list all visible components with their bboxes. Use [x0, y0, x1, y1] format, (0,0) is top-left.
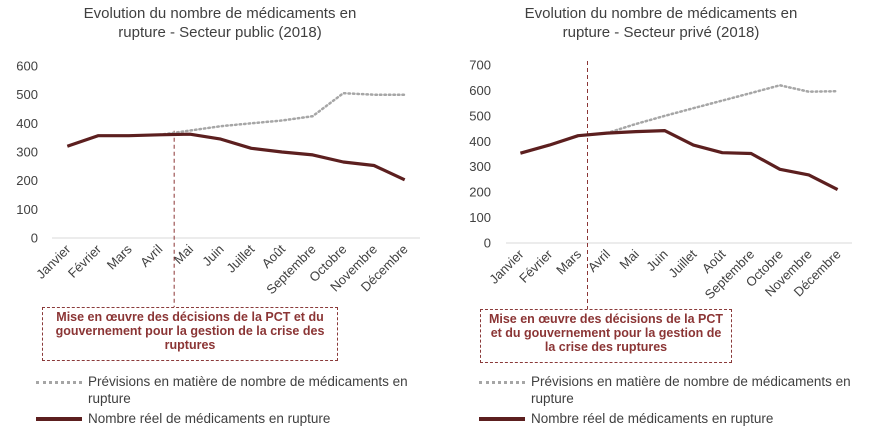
chart-title: Evolution du nombre de médicaments en ru…	[20, 4, 420, 42]
legend-label: Nombre réel de médicaments en rupture	[531, 411, 774, 426]
legend-label: Prévisions en matière de nombre de médic…	[88, 374, 408, 389]
legend-item-actual: Nombre réel de médicaments en rupture	[479, 410, 879, 427]
chart-title: Evolution du nombre de médicaments en ru…	[461, 4, 861, 42]
annotation-line: ruptures	[164, 338, 216, 352]
y-tick-label: 600	[469, 83, 491, 98]
chart-title-line: rupture - Secteur public (2018)	[118, 24, 322, 41]
x-tick-label: Juillet	[665, 246, 699, 280]
y-tick-label: 600	[16, 59, 38, 74]
annotation-line: Mise en œuvre des décisions de la PCT	[488, 312, 724, 326]
chart-title-line: Evolution du nombre de médicaments en	[83, 5, 357, 22]
y-tick-label: 300	[16, 145, 38, 160]
y-tick-label: 200	[16, 173, 38, 188]
y-tick-label: 100	[469, 210, 491, 225]
annotation-box: Mise en œuvre des décisions de la PCT et…	[480, 309, 732, 363]
line-chart-private: 0100200300400500600700JanvierFévrierMars…	[469, 58, 852, 309]
legend-swatch-dotted	[36, 381, 82, 384]
legend-item-actual: Nombre réel de médicaments en rupture	[36, 410, 436, 427]
annotation-line: gouvernement pour la gestion de la crise…	[55, 324, 325, 338]
legend-swatch-solid	[479, 417, 525, 421]
legend-label: Prévisions en matière de nombre de médic…	[531, 374, 851, 389]
y-tick-label: 500	[469, 108, 491, 123]
y-tick-label: 0	[31, 231, 38, 246]
series-line-forecast	[605, 84, 839, 135]
x-tick-label: Mars	[104, 241, 135, 272]
series-line-actual	[66, 132, 406, 182]
series-line-actual	[519, 129, 839, 192]
y-tick-label: 100	[16, 202, 38, 217]
x-tick-label: Janvier	[33, 241, 74, 282]
x-tick-label: Avril	[585, 246, 613, 274]
legend-label: rupture	[531, 391, 574, 406]
x-tick-label: Mai	[616, 246, 641, 271]
legend-label: rupture	[88, 391, 131, 406]
y-tick-label: 700	[469, 58, 491, 73]
annotation-box: Mise en œuvre des décisions de la PCT et…	[42, 307, 338, 361]
x-tick-label: Février	[516, 246, 556, 286]
x-tick-label: Février	[65, 241, 105, 281]
y-tick-label: 500	[16, 87, 38, 102]
legend-item-forecast: Prévisions en matière de nombre de médic…	[479, 373, 879, 407]
annotation-line: et du gouvernement pour la gestion de	[490, 326, 722, 340]
legend: Prévisions en matière de nombre de médic…	[479, 373, 879, 427]
legend-swatch-dotted	[479, 381, 525, 384]
legend-label: Nombre réel de médicaments en rupture	[88, 411, 331, 426]
x-tick-label: Juillet	[223, 241, 257, 275]
y-tick-label: 400	[469, 134, 491, 149]
legend-swatch-solid	[36, 417, 82, 421]
legend-item-forecast: Prévisions en matière de nombre de médic…	[36, 373, 436, 407]
chart-panel-public: Evolution du nombre de médicaments en ru…	[16, 4, 436, 427]
y-tick-label: 400	[16, 116, 38, 131]
series-line-forecast	[158, 91, 406, 137]
annotation-line: Mise en œuvre des décisions de la PCT et…	[56, 310, 324, 324]
chart-panel-private: Evolution du nombre de médicaments en ru…	[441, 0, 882, 435]
y-tick-label: 200	[469, 185, 491, 200]
annotation-line: la crise des ruptures	[544, 340, 668, 354]
chart-title-line: rupture - Secteur privé (2018)	[562, 24, 760, 41]
y-tick-label: 0	[484, 236, 491, 251]
x-tick-label: Avril	[137, 241, 165, 269]
y-tick-label: 300	[469, 159, 491, 174]
x-tick-label: Mars	[553, 246, 584, 277]
legend: Prévisions en matière de nombre de médic…	[36, 373, 436, 427]
chart-title-line: Evolution du nombre de médicaments en	[524, 5, 798, 22]
